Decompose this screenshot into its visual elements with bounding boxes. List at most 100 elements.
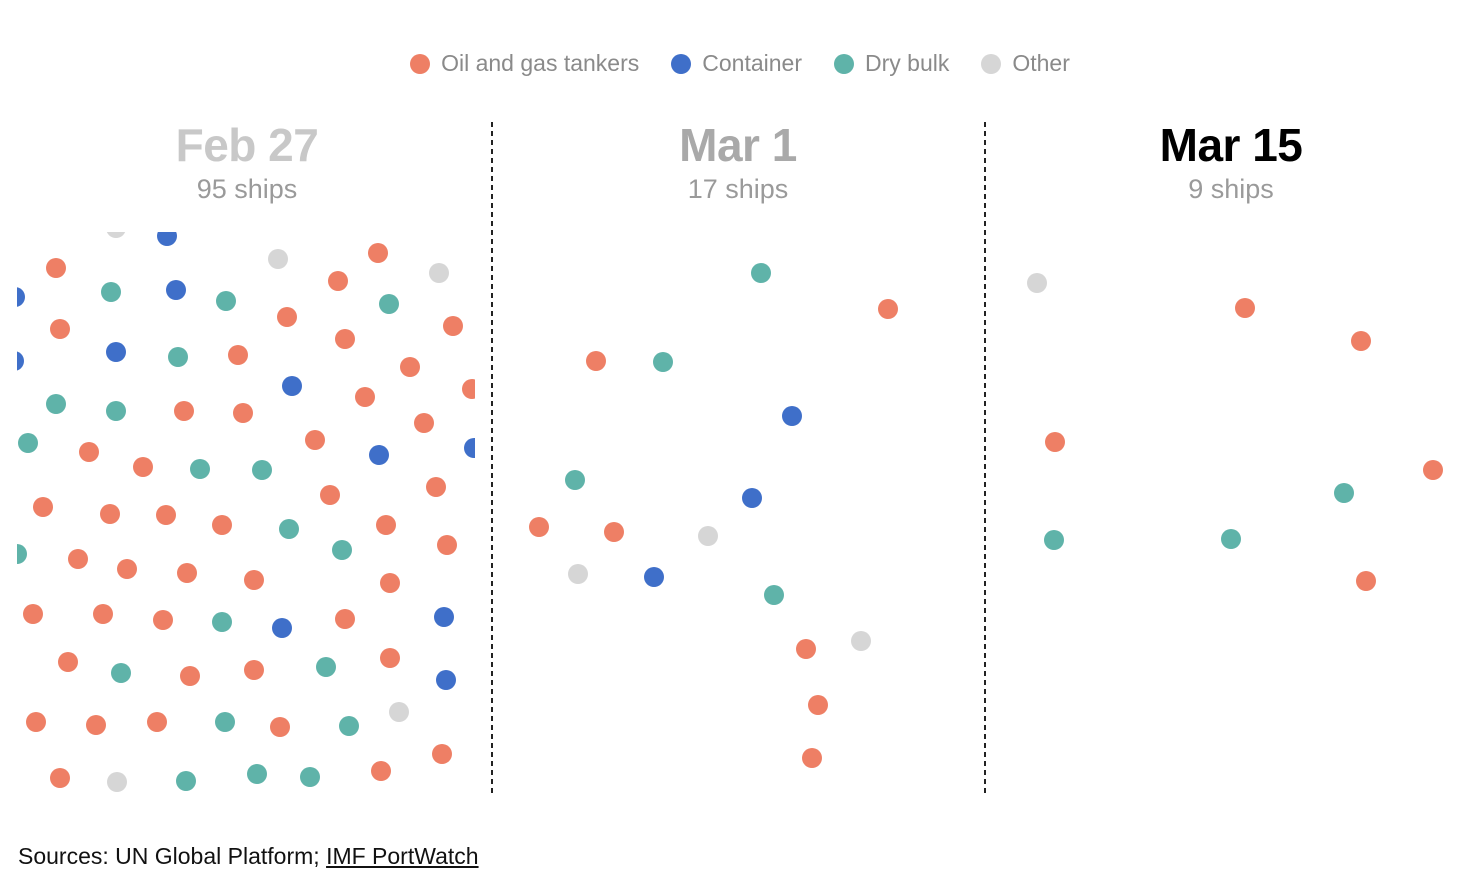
ship-dot-oil: [432, 744, 452, 764]
ship-dot-dry: [751, 263, 771, 283]
ship-dot-oil: [233, 403, 253, 423]
ship-dot-oil: [380, 573, 400, 593]
ship-dot-dry: [252, 460, 272, 480]
ship-dot-dry: [46, 394, 66, 414]
panel-ship-count: 95 ships: [196, 174, 298, 204]
ship-dot-dry: [176, 771, 196, 791]
ship-dot-oil: [86, 715, 106, 735]
ship-dot-oil: [328, 271, 348, 291]
ship-dot-oil: [1351, 331, 1371, 351]
ship-dot-dry: [1044, 530, 1064, 550]
ship-dot-oil: [228, 345, 248, 365]
ship-dot-container: [644, 567, 664, 587]
ship-dot-dry: [1334, 483, 1354, 503]
ship-dot-oil: [355, 387, 375, 407]
ship-dot-oil: [802, 748, 822, 768]
ship-dot-dry: [279, 519, 299, 539]
ship-dot-oil: [1356, 571, 1376, 591]
ship-dot-oil: [156, 505, 176, 525]
ship-dot-oil: [79, 442, 99, 462]
portwatch-link[interactable]: IMF PortWatch: [326, 843, 479, 869]
ship-dot-dry: [215, 712, 235, 732]
ship-dot-oil: [376, 515, 396, 535]
ship-dot-dry: [101, 282, 121, 302]
ship-dot-other: [106, 232, 126, 238]
legend-label: Container: [702, 50, 802, 76]
ship-dot-dry: [1221, 529, 1241, 549]
ship-dot-oil: [380, 648, 400, 668]
ship-dot-dry: [339, 716, 359, 736]
ship-dot-oil: [68, 549, 88, 569]
legend-item-other: Other: [981, 50, 1070, 77]
ship-dot-other: [568, 564, 588, 584]
ship-dot-other: [1027, 273, 1047, 293]
ship-dot-dry: [316, 657, 336, 677]
ship-dot-dry: [379, 294, 399, 314]
panel-header-mar15: Mar 15 9 ships: [1031, 118, 1431, 205]
ship-dot-oil: [50, 768, 70, 788]
ship-dot-dry: [653, 352, 673, 372]
ship-dot-oil: [796, 639, 816, 659]
ship-dot-oil: [1423, 460, 1443, 480]
ship-dot-oil: [368, 243, 388, 263]
ship-dot-oil: [437, 535, 457, 555]
source-text: Sources: UN Global Platform;: [18, 843, 327, 869]
ship-dot-oil: [270, 717, 290, 737]
ship-dot-oil: [212, 515, 232, 535]
panel-title: Mar 1: [679, 119, 797, 171]
ship-dot-container: [166, 280, 186, 300]
ship-dot-oil: [586, 351, 606, 371]
ship-dot-oil: [26, 712, 46, 732]
ship-dot-oil: [529, 517, 549, 537]
panel-dots-mar15: [1027, 273, 1443, 591]
ship-dot-oil: [93, 604, 113, 624]
legend-swatch-oil: [410, 53, 431, 74]
panel-title: Feb 27: [175, 119, 319, 171]
ship-dot-dry: [17, 544, 27, 564]
ship-dot-oil: [414, 413, 434, 433]
ship-dot-dry: [212, 612, 232, 632]
ship-dot-oil: [400, 357, 420, 377]
ship-dot-dry: [216, 291, 236, 311]
ship-dot-oil: [277, 307, 297, 327]
ship-dot-oil: [50, 319, 70, 339]
panel-dots-mar1: [529, 263, 898, 768]
panel-title: Mar 15: [1159, 119, 1303, 171]
legend-label: Oil and gas tankers: [441, 50, 640, 76]
ship-dot-dry: [332, 540, 352, 560]
ship-dot-oil: [147, 712, 167, 732]
ship-dot-dry: [168, 347, 188, 367]
ship-dot-oil: [133, 457, 153, 477]
panel-ship-count: 17 ships: [687, 174, 789, 204]
ship-dot-container: [106, 342, 126, 362]
panel-header-feb27: Feb 27 95 ships: [47, 118, 447, 205]
ship-dot-oil: [1045, 432, 1065, 452]
ship-dot-oil: [371, 761, 391, 781]
ship-dot-container: [434, 607, 454, 627]
panel-header-mar1: Mar 1 17 ships: [538, 118, 938, 205]
ship-dot-oil: [177, 563, 197, 583]
ship-dot-oil: [335, 609, 355, 629]
ship-dot-other: [429, 263, 449, 283]
source-note: Sources: UN Global Platform; IMF PortWat…: [18, 843, 479, 870]
ship-dot-dry: [764, 585, 784, 605]
ship-dot-oil: [174, 401, 194, 421]
panel-dots-feb27: [17, 232, 475, 792]
ship-dot-oil: [117, 559, 137, 579]
ship-dot-oil: [153, 610, 173, 630]
ship-dot-container: [464, 438, 475, 458]
ship-dot-oil: [426, 477, 446, 497]
ship-dot-oil: [33, 497, 53, 517]
legend-swatch-other: [981, 53, 1002, 74]
ship-dot-oil: [305, 430, 325, 450]
ship-dot-other: [698, 526, 718, 546]
legend-item-dry-bulk: Dry bulk: [834, 50, 949, 77]
ship-dot-other: [389, 702, 409, 722]
ship-dot-container: [436, 670, 456, 690]
ship-dot-oil: [58, 652, 78, 672]
ship-dot-oil: [808, 695, 828, 715]
legend-item-oil: Oil and gas tankers: [410, 50, 639, 77]
legend-item-container: Container: [671, 50, 802, 77]
ship-dot-oil: [878, 299, 898, 319]
